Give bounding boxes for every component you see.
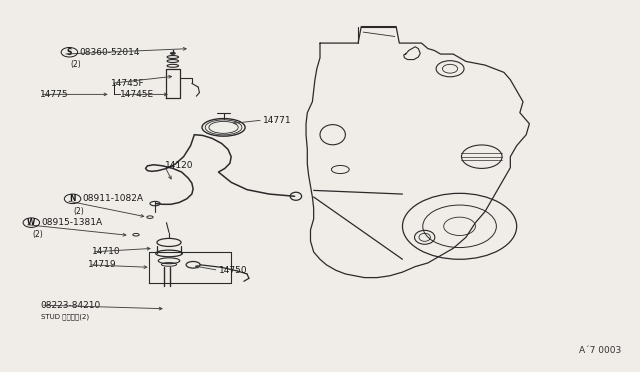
Text: STUD スタッド(2): STUD スタッド(2) [41, 313, 89, 320]
Text: 14120: 14120 [164, 161, 193, 170]
Text: 14719: 14719 [88, 260, 117, 269]
Text: A´7 0003: A´7 0003 [579, 346, 621, 355]
Text: (2): (2) [33, 230, 44, 239]
Text: N: N [69, 194, 76, 203]
Text: 08915-1381A: 08915-1381A [42, 218, 102, 227]
Text: 08911-1082A: 08911-1082A [83, 194, 144, 203]
Text: 14745F: 14745F [111, 79, 144, 88]
Text: 14710: 14710 [92, 247, 120, 256]
Text: 14771: 14771 [263, 116, 292, 125]
Text: 14745E: 14745E [120, 90, 154, 99]
Text: (2): (2) [74, 206, 84, 215]
Text: 14775: 14775 [40, 90, 68, 99]
Text: S: S [67, 48, 72, 57]
Text: 14750: 14750 [218, 266, 247, 275]
Ellipse shape [170, 52, 175, 54]
Text: W: W [27, 218, 35, 227]
Text: 08360-52014: 08360-52014 [79, 48, 140, 57]
Text: 08223-84210: 08223-84210 [41, 301, 101, 310]
Text: (2): (2) [70, 60, 81, 69]
